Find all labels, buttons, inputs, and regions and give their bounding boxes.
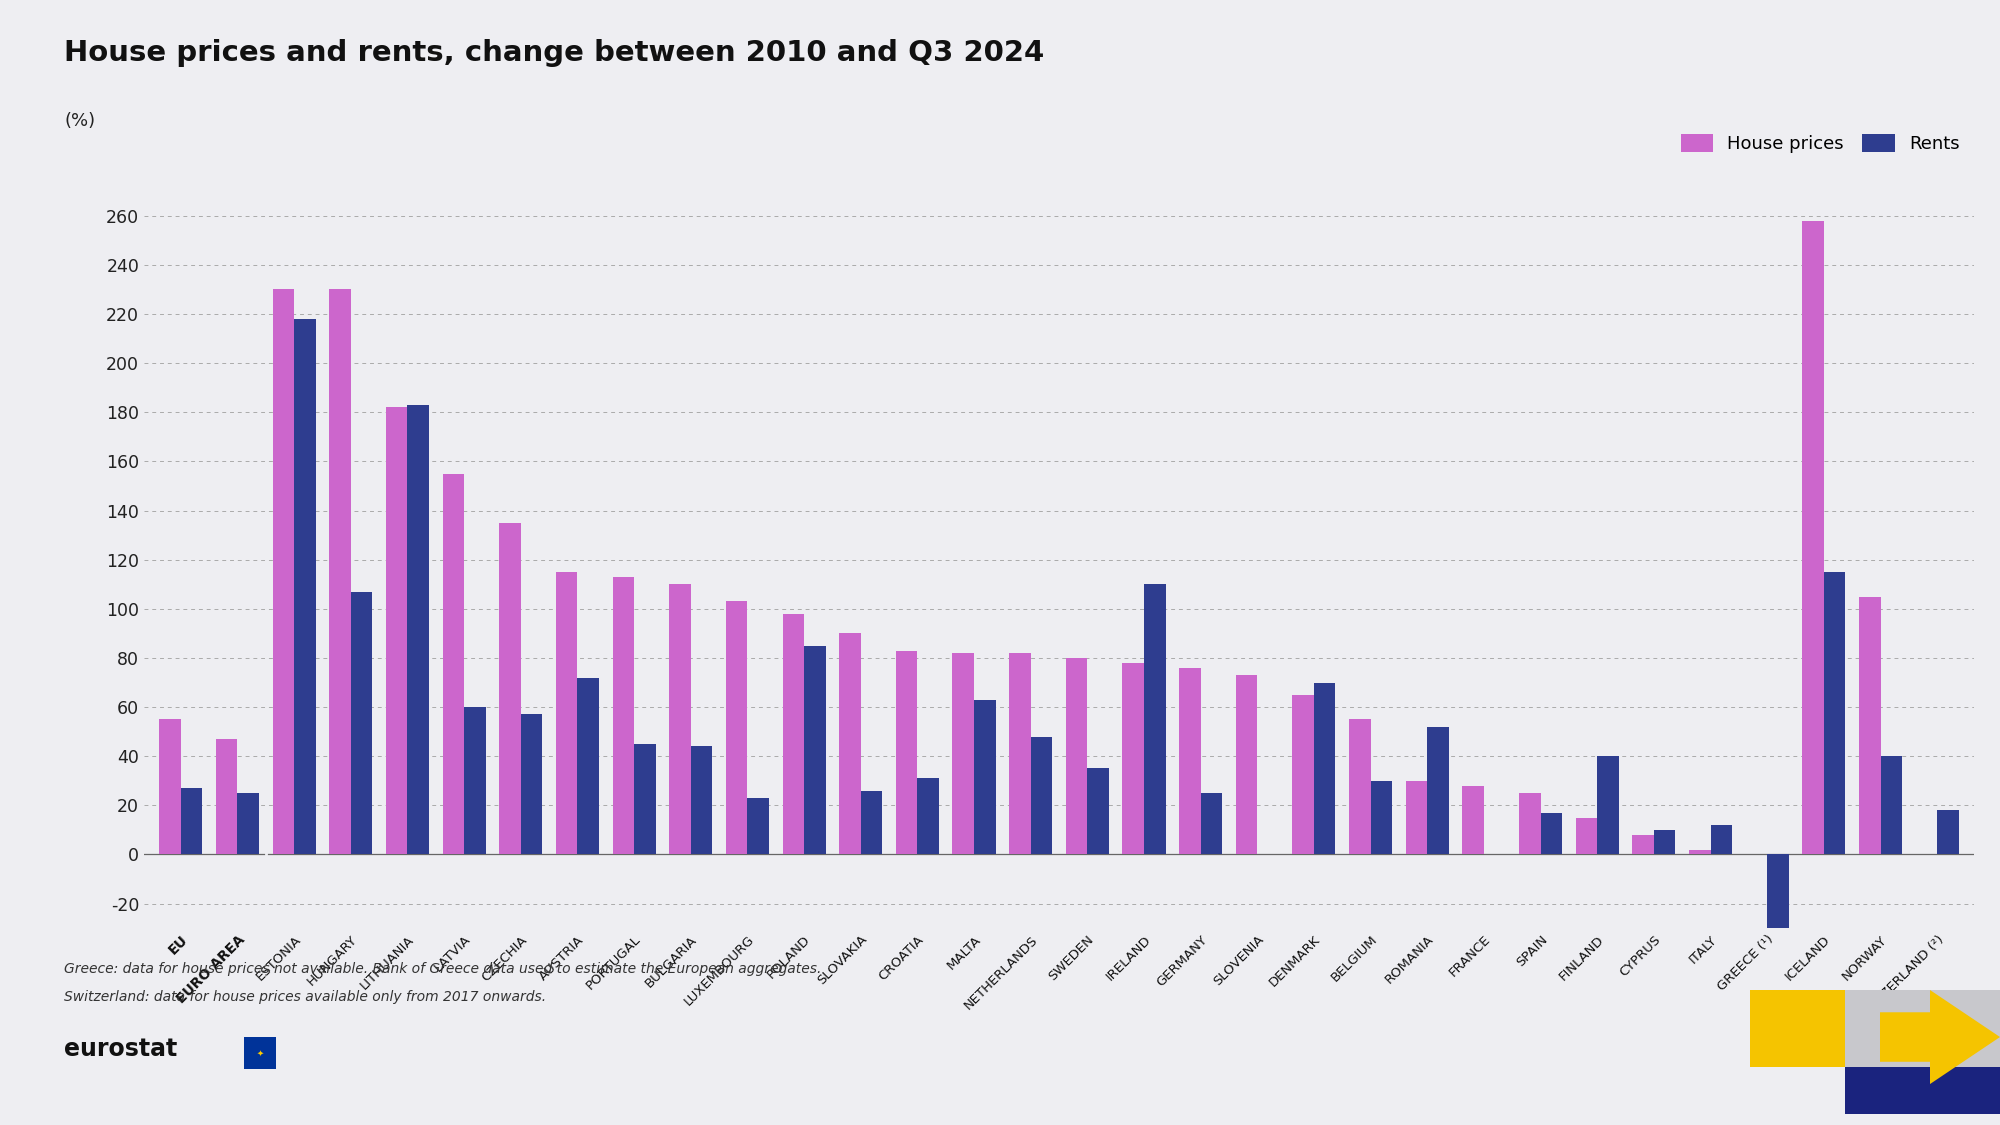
Bar: [860, 791, 882, 855]
Bar: [1576, 818, 1598, 855]
Bar: [690, 746, 712, 855]
Bar: [272, 289, 294, 855]
Bar: [520, 714, 542, 855]
Bar: [1428, 727, 1448, 855]
Text: Greece: data for house prices not available. Bank of Greece data used to estimat: Greece: data for house prices not availa…: [64, 962, 822, 975]
Bar: [1768, 855, 1788, 928]
Legend: House prices, Rents: House prices, Rents: [1674, 127, 1966, 161]
Bar: [216, 739, 238, 855]
Bar: [350, 592, 372, 855]
Bar: [896, 650, 918, 855]
Bar: [1236, 675, 1258, 855]
Bar: [1462, 785, 1484, 855]
Bar: [500, 523, 520, 855]
Text: ✦: ✦: [256, 1048, 264, 1057]
Bar: [1540, 812, 1562, 855]
Bar: [1292, 695, 1314, 855]
Bar: [952, 652, 974, 855]
Bar: [1632, 835, 1654, 855]
Bar: [670, 584, 690, 855]
Text: (%): (%): [64, 112, 96, 130]
Bar: [442, 474, 464, 855]
Polygon shape: [1880, 990, 2000, 1084]
Text: eurostat: eurostat: [64, 1036, 178, 1061]
Bar: [1010, 652, 1030, 855]
Bar: [1710, 825, 1732, 855]
Bar: [726, 602, 748, 855]
Bar: [1844, 1046, 2000, 1114]
Bar: [160, 719, 180, 855]
Bar: [1520, 793, 1540, 855]
Bar: [1066, 658, 1088, 855]
Bar: [1200, 793, 1222, 855]
Bar: [1180, 668, 1200, 855]
Bar: [1598, 756, 1618, 855]
Text: House prices and rents, change between 2010 and Q3 2024: House prices and rents, change between 2…: [64, 39, 1044, 68]
Bar: [180, 789, 202, 855]
Bar: [918, 778, 938, 855]
Bar: [1844, 990, 2000, 1066]
Bar: [1858, 596, 1880, 855]
Bar: [294, 319, 316, 855]
Bar: [612, 577, 634, 855]
Text: Switzerland: data for house prices available only from 2017 onwards.: Switzerland: data for house prices avail…: [64, 990, 546, 1004]
Bar: [782, 614, 804, 855]
Bar: [1370, 781, 1392, 855]
Bar: [1938, 810, 1958, 855]
Bar: [1088, 768, 1108, 855]
Bar: [1750, 990, 1880, 1066]
Bar: [1802, 220, 1824, 855]
Bar: [1350, 719, 1370, 855]
Bar: [634, 744, 656, 855]
Bar: [840, 633, 860, 855]
Bar: [464, 706, 486, 855]
Bar: [238, 793, 260, 855]
Bar: [1690, 849, 1710, 855]
Bar: [1144, 584, 1166, 855]
Bar: [1030, 737, 1052, 855]
Bar: [1314, 683, 1336, 855]
Bar: [1880, 756, 1902, 855]
Bar: [1122, 663, 1144, 855]
Bar: [804, 646, 826, 855]
Bar: [974, 700, 996, 855]
Bar: [330, 289, 350, 855]
Bar: [1406, 781, 1428, 855]
Bar: [748, 798, 768, 855]
Bar: [556, 572, 578, 855]
Bar: [1824, 572, 1846, 855]
Bar: [1654, 830, 1676, 855]
Bar: [578, 677, 598, 855]
Bar: [386, 407, 408, 855]
Bar: [408, 405, 428, 855]
